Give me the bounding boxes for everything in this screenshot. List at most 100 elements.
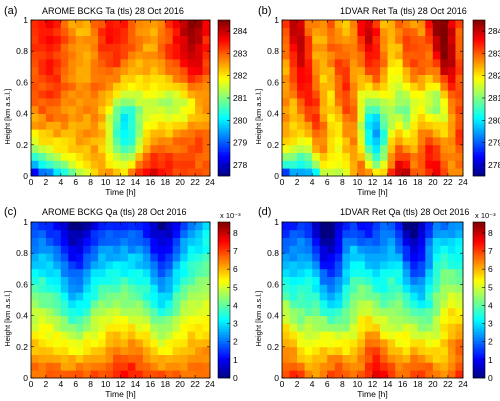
heatmap-cell (195, 82, 203, 91)
heatmap-cell (342, 152, 351, 161)
heatmap-cell (417, 300, 426, 309)
heatmap-cell (53, 245, 62, 254)
colorbar-swatch (218, 80, 230, 84)
heatmap-cell (38, 160, 47, 169)
heatmap-cell (372, 315, 381, 324)
heatmap-cell (342, 129, 351, 138)
heatmap-cell (113, 43, 121, 52)
heatmap-cell (312, 300, 321, 309)
heatmap-cell (60, 315, 69, 324)
heatmap-cell (440, 74, 449, 83)
heatmap-cell (364, 82, 373, 91)
heatmap-cell (180, 152, 189, 161)
heatmap-cell (157, 245, 166, 254)
heatmap-cell (135, 35, 144, 44)
heatmap-cell (395, 105, 404, 114)
heatmap-cell (187, 160, 196, 169)
x-axis-label: Time [h] (105, 187, 135, 197)
heatmap-cell (195, 66, 203, 75)
heatmap-cell (364, 229, 373, 238)
heatmap-cell (45, 237, 54, 246)
heatmap-cell (282, 323, 290, 332)
heatmap-cell (364, 90, 373, 99)
heatmap-cell (113, 346, 121, 355)
heatmap-cell (135, 276, 144, 285)
heatmap-cell (364, 370, 373, 379)
heatmap-cell (395, 292, 404, 301)
heatmap-cell (447, 152, 456, 161)
heatmap-cell (380, 20, 388, 29)
heatmap-cell (195, 144, 203, 153)
heatmap-cell (172, 74, 181, 83)
heatmap-cell (342, 82, 351, 91)
heatmap-cell (165, 160, 174, 169)
heatmap-cell (297, 20, 306, 29)
heatmap-cell (447, 292, 456, 301)
heatmap-cell (60, 346, 69, 355)
heatmap-cell (364, 20, 373, 29)
heatmap-cell (304, 121, 313, 130)
colorbar-swatch (473, 365, 485, 369)
heatmap-cell (195, 284, 203, 293)
heatmap-cell (410, 137, 419, 146)
heatmap-cell (45, 229, 54, 238)
heatmap-cell (364, 268, 373, 277)
heatmap-cell (402, 82, 411, 91)
heatmap-cell (327, 113, 336, 122)
heatmap-cell (53, 300, 62, 309)
colorbar-swatch (218, 154, 230, 157)
heatmap-cell (105, 268, 114, 277)
heatmap-cell (349, 129, 358, 138)
heatmap-cell (157, 300, 166, 309)
heatmap-cell (98, 43, 106, 52)
heatmap-cell (202, 51, 211, 60)
heatmap-cell (202, 113, 211, 122)
heatmap-cell (68, 129, 77, 138)
heatmap-cell (432, 354, 441, 363)
heatmap-cell (432, 144, 441, 153)
heatmap-cell (53, 152, 62, 161)
heatmap-cell (90, 245, 99, 254)
heatmap-cell (60, 245, 69, 254)
x-tick-label: 14 (131, 177, 141, 187)
heatmap-cell (135, 129, 144, 138)
heatmap-cell (165, 370, 174, 379)
heatmap-cell (105, 245, 114, 254)
heatmap-cell (357, 253, 366, 262)
heatmap-cell (195, 90, 203, 99)
heatmap-cell (297, 346, 306, 355)
heatmap-cell (38, 292, 47, 301)
heatmap-cell (150, 370, 159, 379)
heatmap-cell (38, 35, 47, 44)
heatmap-cell (135, 237, 144, 246)
heatmap-cell (297, 292, 306, 301)
heatmap-cell (282, 346, 290, 355)
heatmap-cell (120, 339, 129, 348)
heatmap-cell (127, 82, 136, 91)
heatmap-cell (83, 315, 92, 324)
heatmap-cell (289, 237, 298, 246)
heatmap-cell (425, 152, 434, 161)
heatmap-cell (455, 20, 464, 29)
heatmap-cell (53, 362, 62, 371)
heatmap-cell (297, 307, 306, 316)
heatmap-cell (440, 121, 449, 130)
heatmap-cell (202, 144, 211, 153)
heatmap-cell (334, 137, 343, 146)
heatmap-cell (380, 51, 388, 60)
heatmap-cell (455, 129, 464, 138)
heatmap-cell (327, 362, 336, 371)
heatmap-cell (90, 27, 99, 36)
heatmap-cell (83, 82, 92, 91)
heatmap-cell (417, 168, 426, 177)
heatmap-cell (75, 268, 84, 277)
heatmap-cell (380, 292, 388, 301)
heatmap-cell (113, 152, 121, 161)
heatmap-cell (289, 222, 298, 231)
colorbar-swatch (218, 171, 230, 174)
heatmap-cell (380, 82, 388, 91)
colorbar-swatch (473, 285, 485, 289)
heatmap-cell (387, 98, 396, 107)
heatmap-cell (342, 35, 351, 44)
heatmap-cell (312, 229, 321, 238)
